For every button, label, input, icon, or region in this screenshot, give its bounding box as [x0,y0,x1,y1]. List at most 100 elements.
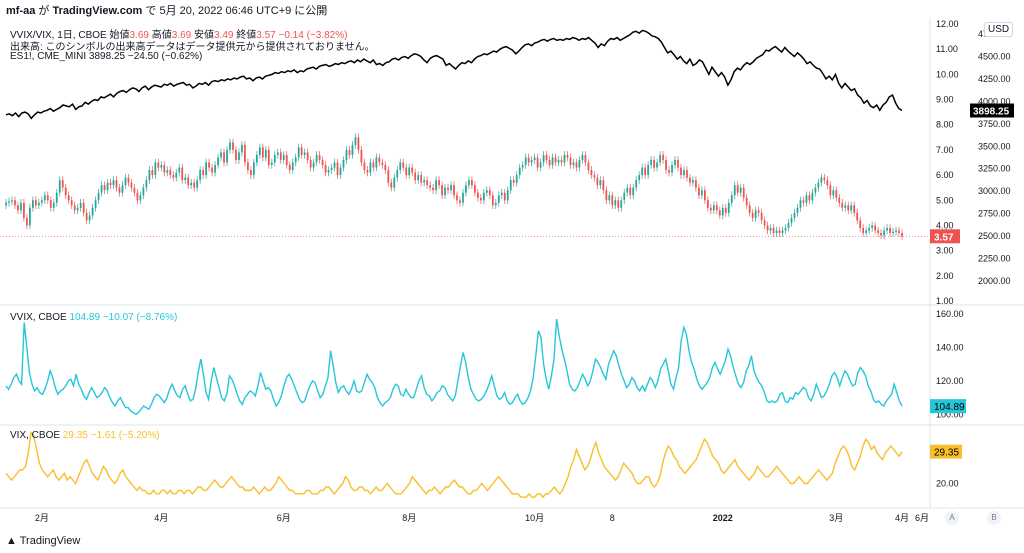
ratio-candle-body [838,197,841,203]
ratio-candle-body [435,180,437,191]
legend-es-symbol[interactable]: ES1!, CME_MINI [10,51,87,62]
ratio-candle-body [468,180,470,186]
currency-badge[interactable]: USD [984,22,1014,37]
ratio-candle-body [518,167,521,176]
ratio-candle-body [474,185,476,193]
legend-vvix-symbol[interactable]: VVIX, CBOE [10,312,67,323]
ratio-candle-body [193,182,196,188]
legend-es-change: −24.50 (−0.62%) [127,51,203,62]
main-axis-tick-label: 4.00 [936,220,954,230]
ratio-candle-body [148,170,151,181]
ratio-candle-body [235,149,237,160]
log-scale-button[interactable]: B [987,511,1001,525]
ratio-candle-body [674,159,676,166]
ratio-candle-body [360,149,363,163]
ratio-candle-body [748,205,751,213]
ratio-candle-body [662,154,664,160]
ratio-candle-body [841,202,844,208]
ratio-candle-body [109,182,112,186]
ratio-candle-body [160,165,163,168]
ratio-candle-body [408,167,411,176]
ratio-candle-body [357,137,360,150]
ratio-candle-body [136,192,139,201]
time-axis-label: 10月 [525,513,544,523]
ratio-candle-body [381,162,384,166]
ratio-candle-body [31,200,34,208]
es-axis-tick-label: 3250.00 [978,164,1011,174]
publish-header: mf-aa が TradingView.com で 5月 20, 2022 06… [6,5,328,17]
ratio-candle-body [742,187,745,198]
ratio-candle-body [808,195,811,201]
ratio-candle-body [635,180,638,188]
ratio-candle-body [874,225,877,231]
ratio-candle-body [698,187,700,196]
site-name[interactable]: TradingView.com [52,5,143,17]
ratio-candle-body [130,182,133,188]
legend-high: 3.69 [171,30,192,41]
ratio-candle-body [23,202,25,218]
ratio-candle-body [8,201,10,203]
ratio-candle-body [127,177,130,183]
ratio-candle-body [312,162,315,168]
legend-close: 3.57 [256,30,276,41]
ratio-candle-body [402,162,405,168]
ratio-candle-body [133,187,136,193]
ratio-candle-body [294,157,297,163]
ratio-candle-body [145,180,148,188]
legend-open: 3.69 [129,30,149,41]
ratio-candle-body [91,207,94,216]
ratio-candle-body [438,180,440,186]
ratio-candle-body [423,180,426,183]
ratio-candle-body [590,170,593,176]
ratio-candle-body [115,180,118,188]
ratio-candle-body [118,187,121,193]
ratio-candle-body [244,144,246,163]
ratio-candle-body [527,157,530,163]
author-name[interactable]: mf-aa [6,5,36,17]
ratio-candle-body [426,180,429,186]
ratio-candle-body [868,227,871,231]
ratio-candle-body [733,185,736,196]
ratio-candle-body [566,154,569,158]
ratio-candle-body [686,170,688,178]
ratio-candle-body [569,157,572,166]
legend-vix-symbol[interactable]: VIX, CBOE [10,430,61,441]
ratio-candle-body [766,225,769,231]
ratio-candle-body [665,159,667,171]
main-axis-tick-label: 6.00 [936,170,954,180]
legend-vix-change: −1.61 (−5.20%) [90,430,160,441]
ratio-candle-body [258,147,261,155]
time-axis-label: 2月 [35,513,49,523]
ratio-candle-body [393,177,396,188]
ratio-candle-body [264,149,267,158]
ratio-candle-body [608,195,611,201]
ratio-candle-body [623,192,626,201]
footer-brand[interactable]: ▲ TradingView [6,535,81,547]
ratio-candle-body [61,180,64,188]
legend-main-symbol[interactable]: VVIX/VIX, 1日, CBOE [10,30,107,41]
main-axis-tick-label: 2.00 [936,271,954,281]
legend-vvix-change: −10.07 (−8.76%) [102,312,178,323]
ratio-price-badge-label: 3.57 [934,232,954,243]
ratio-candle-body [20,202,22,211]
ratio-candle-body [500,192,503,196]
ratio-candle-body [411,167,414,173]
ratio-candle-body [330,167,333,171]
ratio-candle-body [315,154,318,163]
ratio-candle-body [754,210,757,218]
ratio-candle-body [587,162,590,171]
ratio-candle-body [521,165,524,168]
ratio-candle-body [775,230,778,234]
ratio-candle-body [772,227,775,234]
ratio-candle-body [778,230,781,234]
auto-scale-button[interactable]: A [945,511,959,525]
main-axis-tick-label: 9.00 [936,95,954,105]
ratio-candle-body [300,147,303,155]
ratio-candle-body [512,180,515,183]
ratio-candle-body [181,167,184,181]
ratio-candle-body [17,205,19,211]
ratio-candle-body [886,227,888,231]
ratio-candle-body [641,167,644,176]
ratio-candle-body [802,200,805,203]
